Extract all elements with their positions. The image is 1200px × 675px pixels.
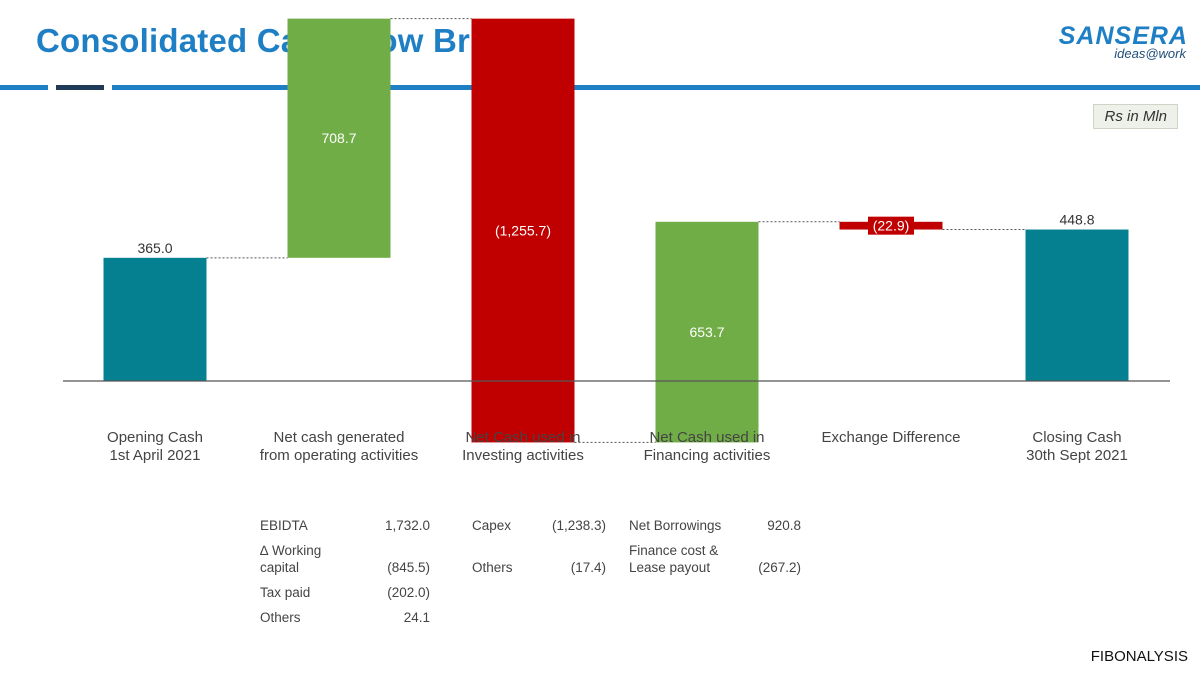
waterfall-bar (1025, 229, 1129, 381)
breakdown-row: EBIDTA 1,732.0 (260, 517, 430, 542)
category-label: from operating activities (260, 447, 418, 464)
logo-tagline: ideas@work (1114, 46, 1186, 61)
breakdown-label: EBIDTA (260, 518, 308, 533)
breakdown-row: Tax paid (202.0) (260, 584, 430, 609)
breakdown-value: (17.4) (570, 560, 606, 575)
category-label: 30th Sept 2021 (1026, 447, 1128, 464)
breakdown-label: Others (260, 610, 301, 625)
breakdown-label: Finance cost & Lease payout (629, 543, 719, 575)
breakdown-row: Capex (1,238.3) (472, 517, 606, 559)
category-label: Investing activities (462, 447, 584, 464)
breakdown-value: (202.0) (387, 585, 430, 600)
bar-value-label: 448.8 (1059, 212, 1094, 228)
bar-value-label: (1,255.7) (495, 223, 551, 239)
breakdown-value: (845.5) (387, 560, 430, 575)
category-label: Net Cash used in (465, 429, 580, 446)
breakdown-label: Others (472, 560, 513, 575)
page-title: Consolidated Cash Flow Bridge (36, 22, 539, 59)
category-label: Net cash generated (274, 429, 405, 446)
breakdown-label: Capex (472, 518, 512, 533)
logo-wordmark: SANSERA (1058, 22, 1188, 50)
source-footer: FIBONALYSIS (1090, 648, 1188, 665)
breakdown-value: 920.8 (767, 518, 801, 533)
operating-breakdown: EBIDTA 1,732.0 ∆ Working capital (845.5)… (260, 517, 430, 634)
category-label: Net Cash used in (649, 429, 764, 446)
waterfall-bar (471, 18, 575, 443)
waterfall-bar (103, 257, 207, 381)
breakdown-label: ∆ Working capital (260, 543, 322, 575)
bar-value-box (868, 216, 914, 235)
bar-value-label: (22.9) (873, 218, 910, 234)
unit-label: Rs in Mln (1093, 104, 1178, 129)
waterfall-bar (287, 18, 391, 258)
bar-value-label: 708.7 (321, 130, 356, 146)
header-rule-mid (56, 85, 104, 90)
breakdown-value: 1,732.0 (384, 518, 430, 533)
category-label: Opening Cash (107, 429, 203, 446)
brand-logo: SANSERA ideas@work (1028, 22, 1188, 70)
breakdown-value: 24.1 (403, 610, 430, 625)
breakdown-value: (1,238.3) (551, 518, 606, 533)
category-label: Financing activities (644, 447, 771, 464)
breakdown-label: Net Borrowings (629, 518, 722, 533)
bar-value-label: 365.0 (137, 240, 172, 256)
category-label: Exchange Difference (822, 429, 961, 446)
breakdown-row: Net Borrowings 920.8 (629, 517, 801, 542)
breakdown-row: ∆ Working capital (845.5) (260, 542, 430, 584)
waterfall-bar (655, 221, 759, 443)
bar-value-label: 653.7 (689, 324, 724, 340)
breakdown-row: Others (17.4) (472, 559, 606, 584)
breakdown-value: (267.2) (758, 560, 801, 575)
breakdown-row: Others 24.1 (260, 609, 430, 634)
header-rule-left (0, 85, 48, 90)
investing-breakdown: Capex (1,238.3) Others (17.4) (472, 517, 606, 584)
category-label: 1st April 2021 (110, 447, 201, 464)
breakdown-label: Tax paid (260, 585, 311, 600)
breakdown-row: Finance cost & Lease payout (267.2) (629, 542, 801, 582)
financing-breakdown: Net Borrowings 920.8 Finance cost & Leas… (629, 517, 801, 582)
category-label: Closing Cash (1032, 429, 1121, 446)
header-rule-right (112, 85, 1200, 90)
